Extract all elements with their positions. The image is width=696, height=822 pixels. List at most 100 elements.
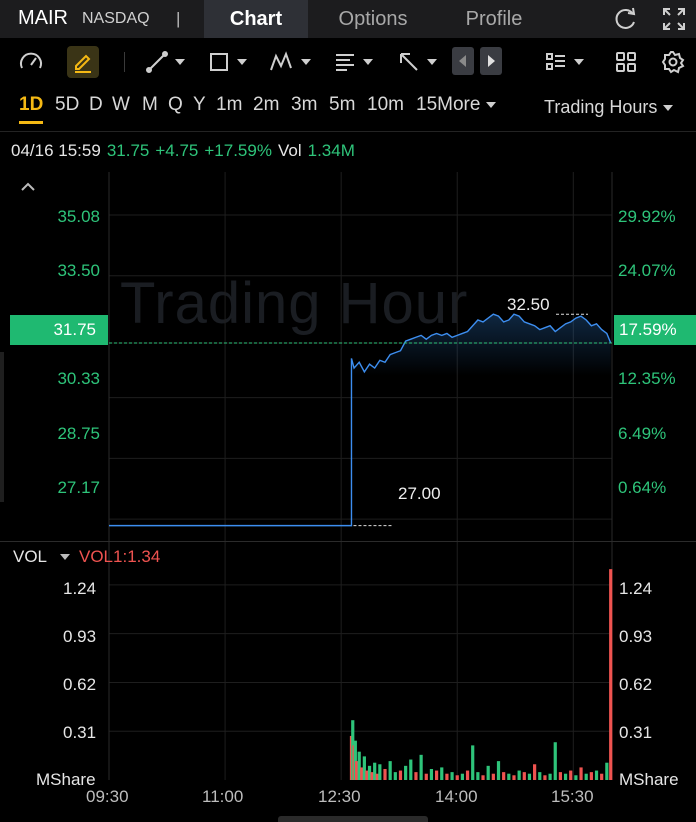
bottom-drag-handle[interactable]	[278, 816, 428, 822]
current-price-tag: 31.75	[10, 315, 108, 345]
chevron-down-icon[interactable]	[60, 554, 70, 560]
quote-vol-label: Vol	[277, 141, 302, 160]
period-5m[interactable]: 5m	[329, 94, 356, 115]
volume-bar	[383, 768, 387, 780]
vol-title[interactable]: VOL	[13, 547, 48, 566]
volume-bar	[365, 770, 369, 780]
arrow-tool-icon[interactable]	[394, 46, 440, 78]
y-tick-left: 28.75	[57, 424, 100, 443]
period-1d[interactable]: 1D	[19, 94, 44, 115]
volume-bar	[589, 772, 593, 780]
tab-chart[interactable]: Chart	[204, 0, 308, 38]
x-tick: 09:30	[86, 787, 129, 806]
vol-tick-left: 0.93	[63, 627, 97, 646]
volume-bar	[440, 767, 444, 780]
quote-change: +4.75	[155, 141, 199, 160]
collapse-chevron-up-icon[interactable]	[20, 180, 36, 192]
left-panel-handle[interactable]	[0, 352, 4, 502]
x-tick: 15:30	[551, 787, 594, 806]
vol-tick-right: 1.24	[619, 579, 653, 598]
period-1m[interactable]: 1m	[216, 94, 243, 115]
volume-bar	[362, 756, 366, 780]
tab-options[interactable]: Options	[338, 7, 408, 30]
ticker-symbol: MAIR	[18, 7, 68, 29]
volume-bar	[481, 775, 485, 780]
volume-bar	[594, 770, 599, 780]
period-2m[interactable]: 2m	[253, 94, 280, 115]
trend-line-icon[interactable]	[142, 46, 188, 78]
volume-bar	[569, 770, 573, 780]
quote-vol-value: 1.34M	[307, 141, 355, 160]
volume-bar	[424, 773, 428, 780]
gauge-icon[interactable]	[16, 46, 46, 78]
fullscreen-icon[interactable]	[660, 5, 688, 33]
volume-bar	[409, 759, 413, 780]
period-m[interactable]: M	[142, 94, 158, 115]
prev-arrow-icon[interactable]	[452, 47, 474, 75]
active-period-underline	[19, 121, 43, 124]
y-tick-left: 30.33	[57, 369, 100, 388]
volume-bar	[460, 773, 464, 780]
volume-bar	[445, 773, 449, 780]
pattern-icon[interactable]	[266, 46, 314, 78]
volume-bar	[367, 765, 372, 780]
volume-bar	[600, 773, 604, 780]
next-arrow-icon[interactable]	[480, 47, 502, 75]
volume-bar	[522, 772, 526, 780]
volume-bar	[491, 773, 495, 780]
period-10m[interactable]: 10m	[367, 94, 404, 115]
trading-hours-dropdown[interactable]: Trading Hours	[544, 97, 674, 118]
volume-bar	[563, 773, 568, 780]
period-d[interactable]: D	[89, 94, 103, 115]
volume-bar	[471, 745, 475, 780]
toolbar-divider	[124, 52, 125, 72]
volume-bar	[360, 767, 364, 780]
volume-bar	[375, 773, 379, 780]
vol-tick-left: 1.24	[63, 579, 97, 598]
tab-profile[interactable]: Profile	[465, 7, 523, 30]
rectangle-icon[interactable]	[204, 46, 250, 78]
settings-icon[interactable]	[658, 46, 688, 78]
period-more-dropdown[interactable]: 15More	[416, 94, 497, 116]
y-tick-right: 12.35%	[618, 369, 676, 388]
y-tick-left: 27.17	[57, 478, 100, 497]
period-5d[interactable]: 5D	[55, 94, 80, 115]
draw-pen-icon[interactable]	[67, 46, 99, 78]
refresh-icon[interactable]	[612, 5, 640, 33]
volume-bar	[393, 772, 397, 780]
y-tick-right: 24.07%	[618, 261, 676, 280]
volume-bar	[414, 772, 418, 780]
price-line	[109, 313, 612, 527]
volume-bar	[486, 765, 490, 780]
period-w[interactable]: W	[112, 94, 130, 115]
period-more-label: 15More	[416, 94, 481, 115]
vol-tick-right: 0.31	[619, 723, 653, 742]
volume-bar	[370, 772, 374, 780]
volume-bar	[605, 762, 609, 780]
price-area	[351, 314, 611, 376]
x-tick: 11:00	[202, 787, 244, 806]
volume-bar	[496, 761, 501, 780]
volume-bar	[434, 770, 439, 780]
exchange-name: NASDAQ	[82, 10, 150, 27]
trading-hours-label: Trading Hours	[544, 97, 658, 117]
text-tool-icon[interactable]	[330, 46, 376, 78]
period-q[interactable]: Q	[168, 94, 183, 115]
period-y[interactable]: Y	[193, 94, 206, 115]
period-3m[interactable]: 3m	[291, 94, 318, 115]
y-tick-left: 35.08	[57, 207, 100, 226]
volume-bar	[553, 742, 557, 780]
y-tick-right: 29.92%	[618, 207, 676, 226]
volume-bar	[517, 770, 521, 780]
volume-bar	[584, 773, 588, 780]
panel-divider[interactable]	[0, 541, 696, 542]
current-pct-tag: 17.59%	[614, 315, 696, 345]
volume-bar	[579, 767, 583, 780]
current-pct-label: 17.59%	[619, 320, 677, 339]
indicator-list-icon[interactable]	[540, 46, 588, 78]
vol-tick-right: 0.62	[619, 675, 653, 694]
chart-watermark: Trading Hour	[120, 271, 469, 336]
volume-bar	[558, 772, 563, 780]
layout-grid-icon[interactable]	[612, 46, 640, 78]
